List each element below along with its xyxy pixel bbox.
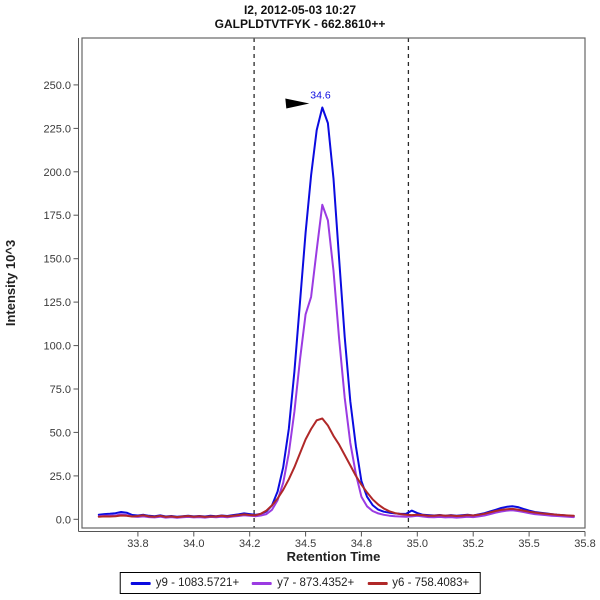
y-tick-label: 100.0 [43, 341, 71, 353]
x-tick-label: 33.8 [127, 538, 148, 550]
y-tick-label: 250.0 [43, 80, 71, 92]
y6-line-swatch-icon [367, 581, 388, 585]
y-tick-label: 25.0 [50, 471, 71, 483]
x-axis-title: Retention Time [287, 549, 381, 564]
x-tick-label: 34.8 [351, 538, 372, 550]
x-tick-label: 35.0 [407, 538, 428, 550]
chart-title-line1: I2, 2012-05-03 10:27 [243, 3, 357, 17]
x-tick-label: 34.0 [183, 538, 204, 550]
legend-label-y7: y7 - 873.4352+ [277, 577, 355, 589]
x-tick-label: 35.8 [574, 538, 595, 550]
series-line-y7[interactable] [97, 203, 575, 519]
legend-item-y9: y9 - 1083.5721+ [130, 577, 240, 589]
y7-line-swatch-icon [252, 581, 273, 585]
y9-line-swatch-icon [130, 581, 151, 585]
chart-title-line2: GALPLDTVTFYK - 662.8610++ [214, 17, 386, 31]
y-tick-label: 125.0 [43, 297, 71, 309]
x-tick-label: 35.2 [462, 538, 483, 550]
legend-box: y9 - 1083.5721+ y7 - 873.4352+ y6 - 758.… [119, 572, 481, 594]
y-tick-label: 200.0 [43, 167, 71, 179]
peak-rt-annotation[interactable]: 34.6 [310, 90, 331, 102]
y-axis-title: Intensity 10^3 [3, 240, 18, 326]
x-tick-label: 35.5 [518, 538, 539, 550]
legend-item-y7: y7 - 873.4352+ [252, 577, 354, 589]
peak-pointer-arrow-icon [285, 98, 310, 109]
y-tick-label: 175.0 [43, 210, 71, 222]
y-tick-label: 0.0 [56, 514, 71, 526]
y-tick-label: 50.0 [50, 427, 71, 439]
x-tick-label: 34.5 [295, 538, 316, 550]
x-tick-label: 34.2 [239, 538, 260, 550]
chromatogram-plot[interactable]: 33.8 34.0 34.2 34.5 34.8 35.0 35.2 35.5 35.8 0.0 2… [0, 0, 600, 570]
y-tick-label: 75.0 [50, 384, 71, 396]
series-line-y6[interactable] [97, 417, 575, 519]
chart-title: I2, 2012-05-03 10:27 GALPLDTVTFYK - 662.… [0, 3, 600, 31]
y-tick-label: 225.0 [43, 123, 71, 135]
y-tick-label: 150.0 [43, 254, 71, 266]
plot-border [81, 37, 586, 529]
legend-item-y6: y6 - 758.4083+ [367, 577, 469, 589]
legend-label-y6: y6 - 758.4083+ [392, 577, 470, 589]
legend-label-y9: y9 - 1083.5721+ [155, 577, 240, 589]
